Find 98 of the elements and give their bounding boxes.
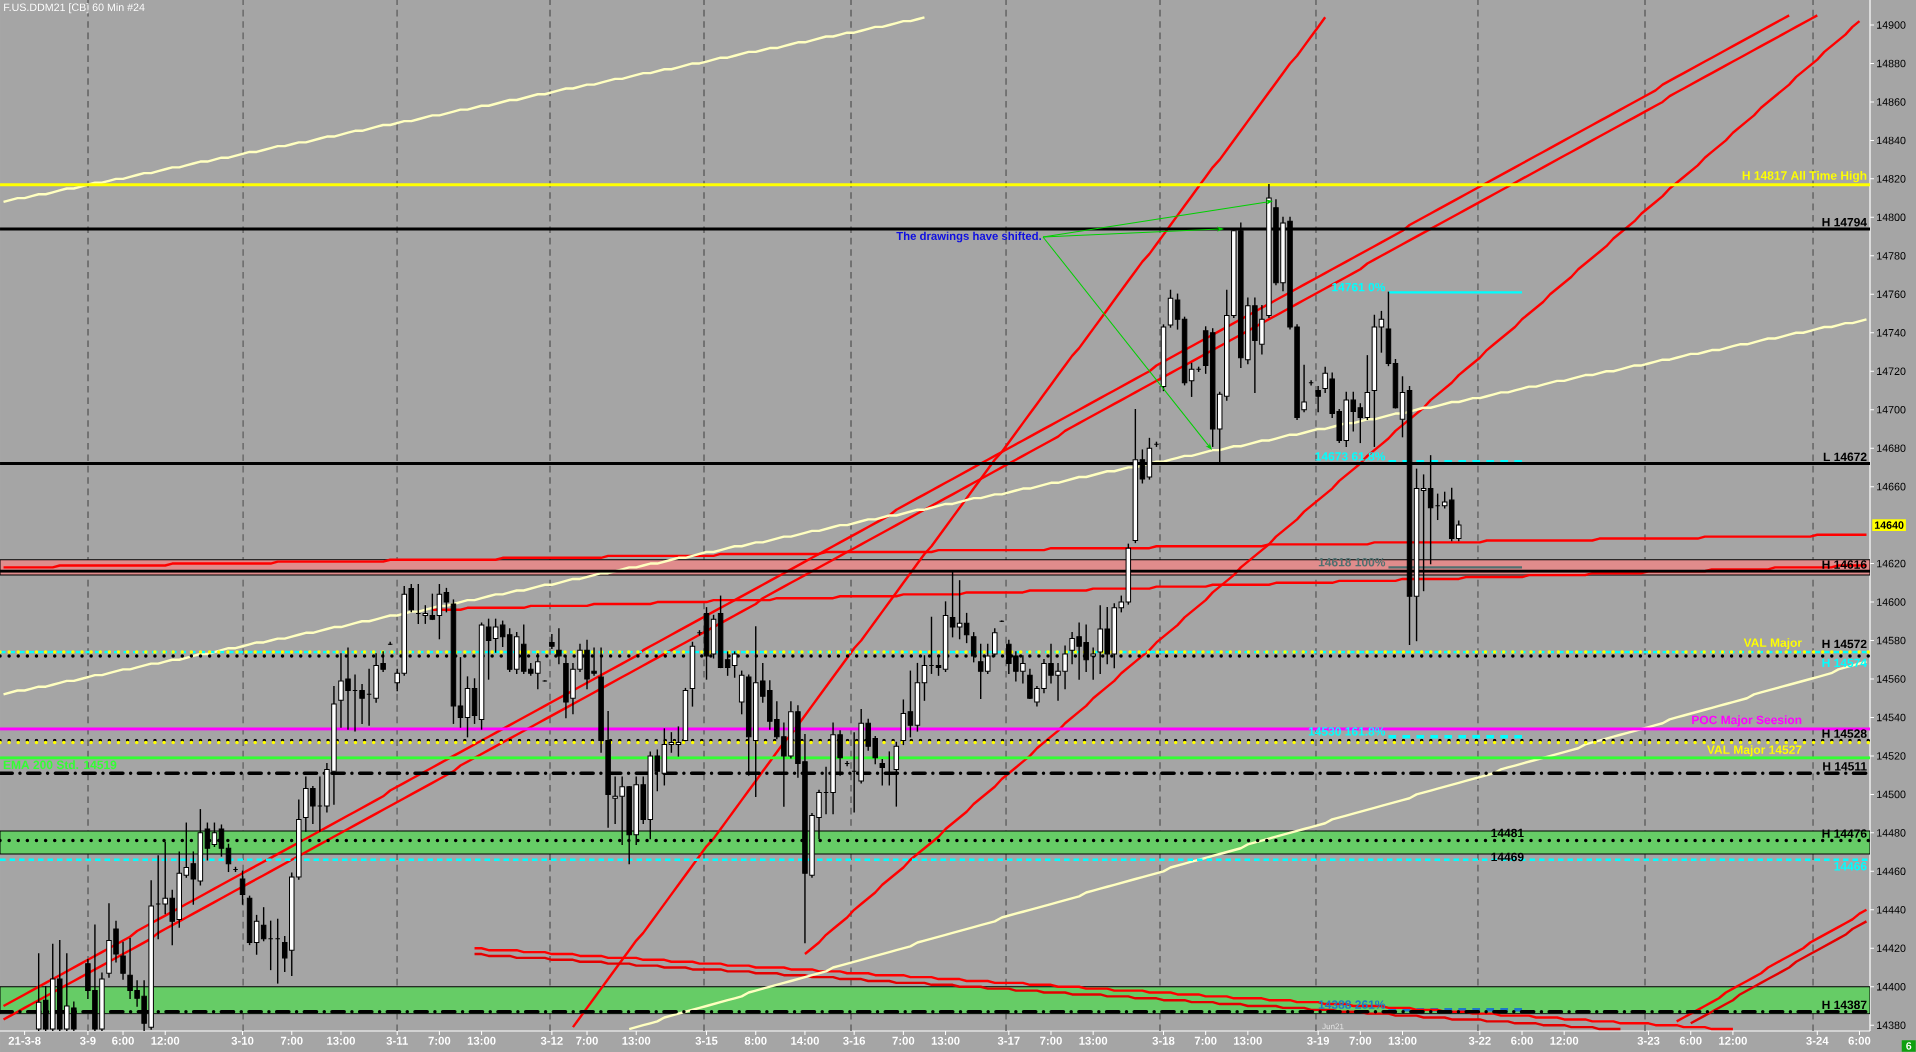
x-tick-label: 6:00 xyxy=(1679,1036,1702,1045)
y-tick-label: 14520 xyxy=(1877,752,1906,760)
y-tick-label: 14660 xyxy=(1877,482,1906,491)
x-tick-label: 3-15 xyxy=(695,1036,718,1045)
y-tick-label: 14560 xyxy=(1877,675,1906,683)
x-tick-label: 6:00 xyxy=(112,1036,134,1045)
candlestick xyxy=(675,726,682,757)
y-tick-label: 14800 xyxy=(1877,213,1906,222)
x-tick-label: 3-24 xyxy=(1806,1036,1829,1045)
x-tick-label: 8:00 xyxy=(744,1036,767,1045)
ref-line-label: POC Major Seesion xyxy=(1692,715,1802,727)
y-tick-label: 14760 xyxy=(1877,290,1906,299)
y-tick-label: 14440 xyxy=(1877,906,1906,914)
y-tick-label: 14840 xyxy=(1877,136,1906,145)
y-tick-label: 14600 xyxy=(1877,598,1906,606)
x-tick-label: 13:00 xyxy=(1234,1036,1262,1045)
y-tick-label: 14500 xyxy=(1877,790,1906,799)
candlestick xyxy=(359,684,365,724)
y-tick-label: 14860 xyxy=(1877,98,1906,106)
y-tick-label: 14460 xyxy=(1877,867,1906,876)
x-tick-label: 12:00 xyxy=(1550,1036,1579,1045)
y-tick-label: 14720 xyxy=(1877,367,1906,375)
text: 14640 xyxy=(1874,521,1904,529)
y-tick-label: 14580 xyxy=(1877,636,1906,645)
x-tick-label: 13:00 xyxy=(1388,1036,1417,1045)
candlestick xyxy=(1174,293,1181,330)
ref-line-label: H 14574 xyxy=(1822,658,1867,668)
y-tick-label: 14480 xyxy=(1877,829,1906,837)
ref-line-label: L 14672 xyxy=(1823,452,1867,462)
annotation: Jun21 xyxy=(1322,1023,1344,1030)
ref-line-label: VAL Major xyxy=(1743,638,1802,650)
ref-line-label: H 14387 xyxy=(1822,1000,1867,1010)
x-tick-label: 3-10 xyxy=(231,1036,254,1045)
x-tick-label: 3-11 xyxy=(386,1036,408,1045)
series-label: 14618 100% xyxy=(1318,557,1386,567)
x-tick-label: 7:00 xyxy=(428,1036,451,1045)
x-tick-label: 13:00 xyxy=(327,1036,355,1045)
y-tick-label: 14680 xyxy=(1877,444,1906,452)
x-tick-label: 3-16 xyxy=(843,1036,866,1045)
chart-title: F.US.DDM21 [CB] 60 Min #24 xyxy=(4,3,145,14)
x-tick-label: 21-3-8 xyxy=(8,1036,41,1045)
ref-line-label: H 14476 xyxy=(1822,829,1867,838)
ref-line-label: H 14511 xyxy=(1823,762,1867,771)
candlestick xyxy=(549,634,555,649)
x-tick-label: 3-22 xyxy=(1468,1036,1491,1045)
candlestick xyxy=(907,670,914,738)
x-tick-label: 13:00 xyxy=(467,1036,496,1045)
y-tick-label: 14420 xyxy=(1877,944,1906,953)
y-tick-label: 14740 xyxy=(1877,328,1906,337)
x-tick-label: 3-19 xyxy=(1307,1036,1330,1045)
x-tick-label: 3-18 xyxy=(1152,1036,1175,1045)
x-tick-label: 13:00 xyxy=(931,1036,960,1045)
y-tick-label: 14880 xyxy=(1877,59,1906,68)
x-tick-label: 3-9 xyxy=(79,1036,96,1045)
ref-line-label: H 14528 xyxy=(1822,729,1867,738)
ref-line-label: H 14572 xyxy=(1822,639,1867,649)
x-tick-label: 3-23 xyxy=(1637,1036,1660,1045)
annotation: 14481 xyxy=(1491,828,1524,838)
candlestick xyxy=(239,870,246,905)
series-label: 14761 0% xyxy=(1332,282,1386,292)
x-tick-label: 3-17 xyxy=(997,1036,1020,1045)
ref-line-label: H 14794 xyxy=(1822,217,1867,227)
annotation: 14469 xyxy=(1491,852,1524,862)
x-tick-label: 7:00 xyxy=(892,1036,915,1045)
candlestick xyxy=(443,587,450,613)
x-tick-label: 7:00 xyxy=(1349,1036,1372,1045)
ref-line-label: VAL Major 14527 xyxy=(1706,745,1802,757)
ref-line-label: EMA 200 Std. 14519 xyxy=(3,760,117,770)
y-tick-label: 14900 xyxy=(1877,21,1906,29)
x-tick-label: 12:00 xyxy=(1719,1036,1747,1045)
x-tick-label: 13:00 xyxy=(1079,1036,1108,1045)
x-tick-label: 3-12 xyxy=(540,1036,563,1045)
y-tick-label: 14620 xyxy=(1877,559,1906,568)
x-tick-label: 7:00 xyxy=(1194,1036,1217,1045)
y-tick-label: 14820 xyxy=(1877,175,1906,183)
text: 6 xyxy=(1906,1042,1912,1050)
ref-line-label: H 14817 All Time High xyxy=(1742,170,1867,183)
x-tick-label: 6:00 xyxy=(1511,1036,1533,1045)
candlestick xyxy=(921,655,928,701)
annotation: The drawings have shifted. xyxy=(896,231,1041,243)
x-tick-label: 7:00 xyxy=(1040,1036,1062,1045)
y-tick-label: 14780 xyxy=(1877,252,1906,260)
y-tick-label: 14540 xyxy=(1877,713,1906,722)
candlestick xyxy=(457,657,464,728)
y-tick-label: 14700 xyxy=(1877,405,1906,414)
y-tick-label: 14400 xyxy=(1877,982,1906,991)
x-tick-label: 7:00 xyxy=(576,1036,598,1045)
x-tick-label: 13:00 xyxy=(622,1036,651,1045)
candlestick xyxy=(1315,385,1321,413)
x-tick-label: 12:00 xyxy=(151,1036,180,1045)
candlestick xyxy=(120,941,126,980)
x-tick-label: 7:00 xyxy=(280,1036,303,1045)
x-tick-label: 6:00 xyxy=(1848,1036,1871,1045)
candlestick xyxy=(1378,310,1385,353)
ref-line-label: H 14616 xyxy=(1822,560,1867,569)
y-tick-label: 14380 xyxy=(1877,1021,1906,1029)
x-tick-label: 14:00 xyxy=(791,1036,819,1045)
ref-line-label: 14466 xyxy=(1834,862,1867,871)
